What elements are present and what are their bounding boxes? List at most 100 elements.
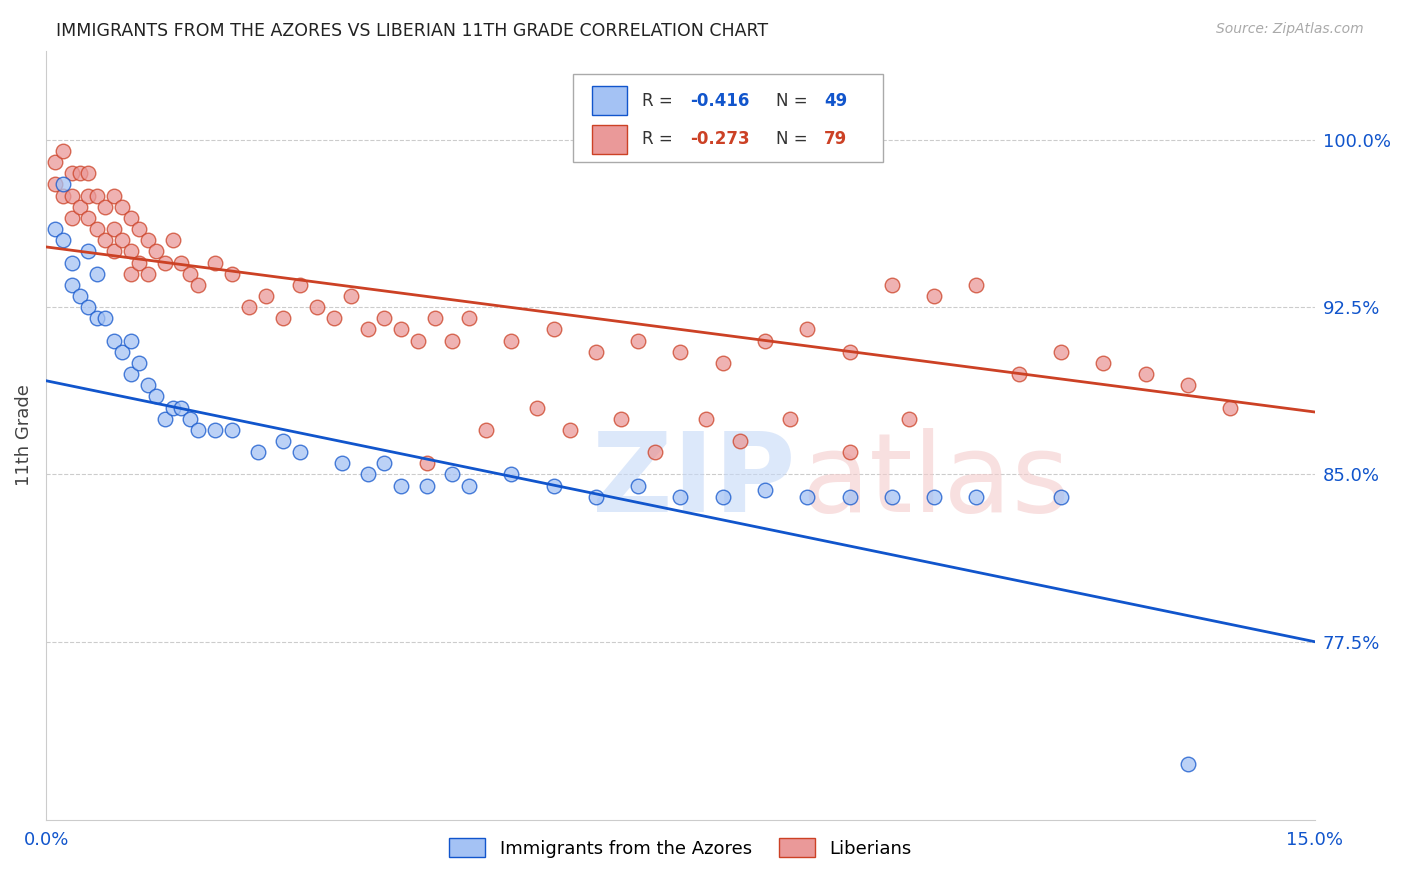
Point (356, 322, 378, 336)
Point (120, 334, 142, 348)
Point (838, 445, 860, 459)
Point (728, 434, 751, 448)
Point (458, 478, 481, 492)
Point (1135, 367, 1157, 381)
Text: R =: R = (643, 130, 678, 148)
Point (94, 233, 117, 247)
Point (204, 255, 226, 269)
Point (69, 289, 91, 303)
Point (897, 411, 920, 425)
Point (111, 200, 134, 214)
Point (838, 490, 860, 504)
Point (52, 188, 75, 202)
Point (880, 490, 903, 504)
Text: -0.273: -0.273 (690, 130, 751, 148)
Text: R =: R = (643, 92, 678, 110)
Point (136, 233, 159, 247)
Point (627, 334, 650, 348)
Point (94, 311, 117, 326)
Point (330, 456, 353, 470)
Point (77, 244, 100, 259)
Text: atlas: atlas (801, 428, 1070, 535)
Point (796, 322, 818, 336)
Point (254, 289, 277, 303)
Point (1050, 490, 1073, 504)
Text: N =: N = (776, 92, 813, 110)
Text: 49: 49 (824, 92, 846, 110)
Point (111, 233, 134, 247)
Point (779, 411, 801, 425)
Point (120, 367, 142, 381)
Point (103, 334, 125, 348)
Text: N =: N = (776, 130, 813, 148)
Point (77, 166, 100, 180)
Point (389, 478, 412, 492)
Point (585, 490, 607, 504)
Point (86, 188, 108, 202)
Point (425, 311, 447, 326)
Point (838, 344, 860, 359)
Point (60, 211, 83, 225)
Point (103, 222, 125, 236)
Point (669, 490, 692, 504)
Point (356, 467, 378, 482)
Point (389, 322, 412, 336)
Point (221, 267, 243, 281)
Point (44, 155, 66, 169)
Point (170, 401, 193, 415)
Point (416, 456, 439, 470)
Point (136, 378, 159, 392)
Point (1177, 378, 1199, 392)
Point (77, 188, 100, 202)
Point (711, 356, 734, 370)
Point (86, 311, 108, 326)
Point (669, 344, 692, 359)
Point (526, 401, 548, 415)
Point (120, 244, 142, 259)
Point (153, 255, 176, 269)
Point (754, 483, 776, 497)
Point (271, 311, 294, 326)
Text: -0.416: -0.416 (690, 92, 749, 110)
Point (120, 211, 142, 225)
Point (60, 188, 83, 202)
Point (610, 411, 633, 425)
Point (44, 222, 66, 236)
Point (103, 244, 125, 259)
FancyBboxPatch shape (572, 74, 883, 162)
Point (1219, 401, 1241, 415)
Point (475, 423, 498, 437)
Point (246, 445, 269, 459)
Point (543, 322, 565, 336)
Point (111, 344, 134, 359)
Text: ZIP: ZIP (592, 428, 794, 535)
Point (86, 222, 108, 236)
Point (695, 411, 717, 425)
Point (179, 411, 201, 425)
Point (406, 334, 429, 348)
Point (52, 178, 75, 192)
Point (796, 490, 818, 504)
Text: 79: 79 (824, 130, 846, 148)
Point (922, 490, 945, 504)
Point (965, 490, 987, 504)
Point (585, 344, 607, 359)
Point (128, 255, 150, 269)
Legend: Immigrants from the Azores, Liberians: Immigrants from the Azores, Liberians (441, 831, 920, 865)
Point (153, 411, 176, 425)
Point (644, 445, 666, 459)
Point (288, 445, 311, 459)
Point (204, 423, 226, 437)
Point (52, 144, 75, 158)
Point (187, 423, 209, 437)
Point (94, 200, 117, 214)
Point (120, 267, 142, 281)
Point (543, 478, 565, 492)
Point (77, 211, 100, 225)
Point (187, 277, 209, 292)
Bar (592, 86, 627, 115)
Point (754, 334, 776, 348)
Point (305, 300, 328, 314)
Point (560, 423, 582, 437)
Point (145, 389, 167, 403)
